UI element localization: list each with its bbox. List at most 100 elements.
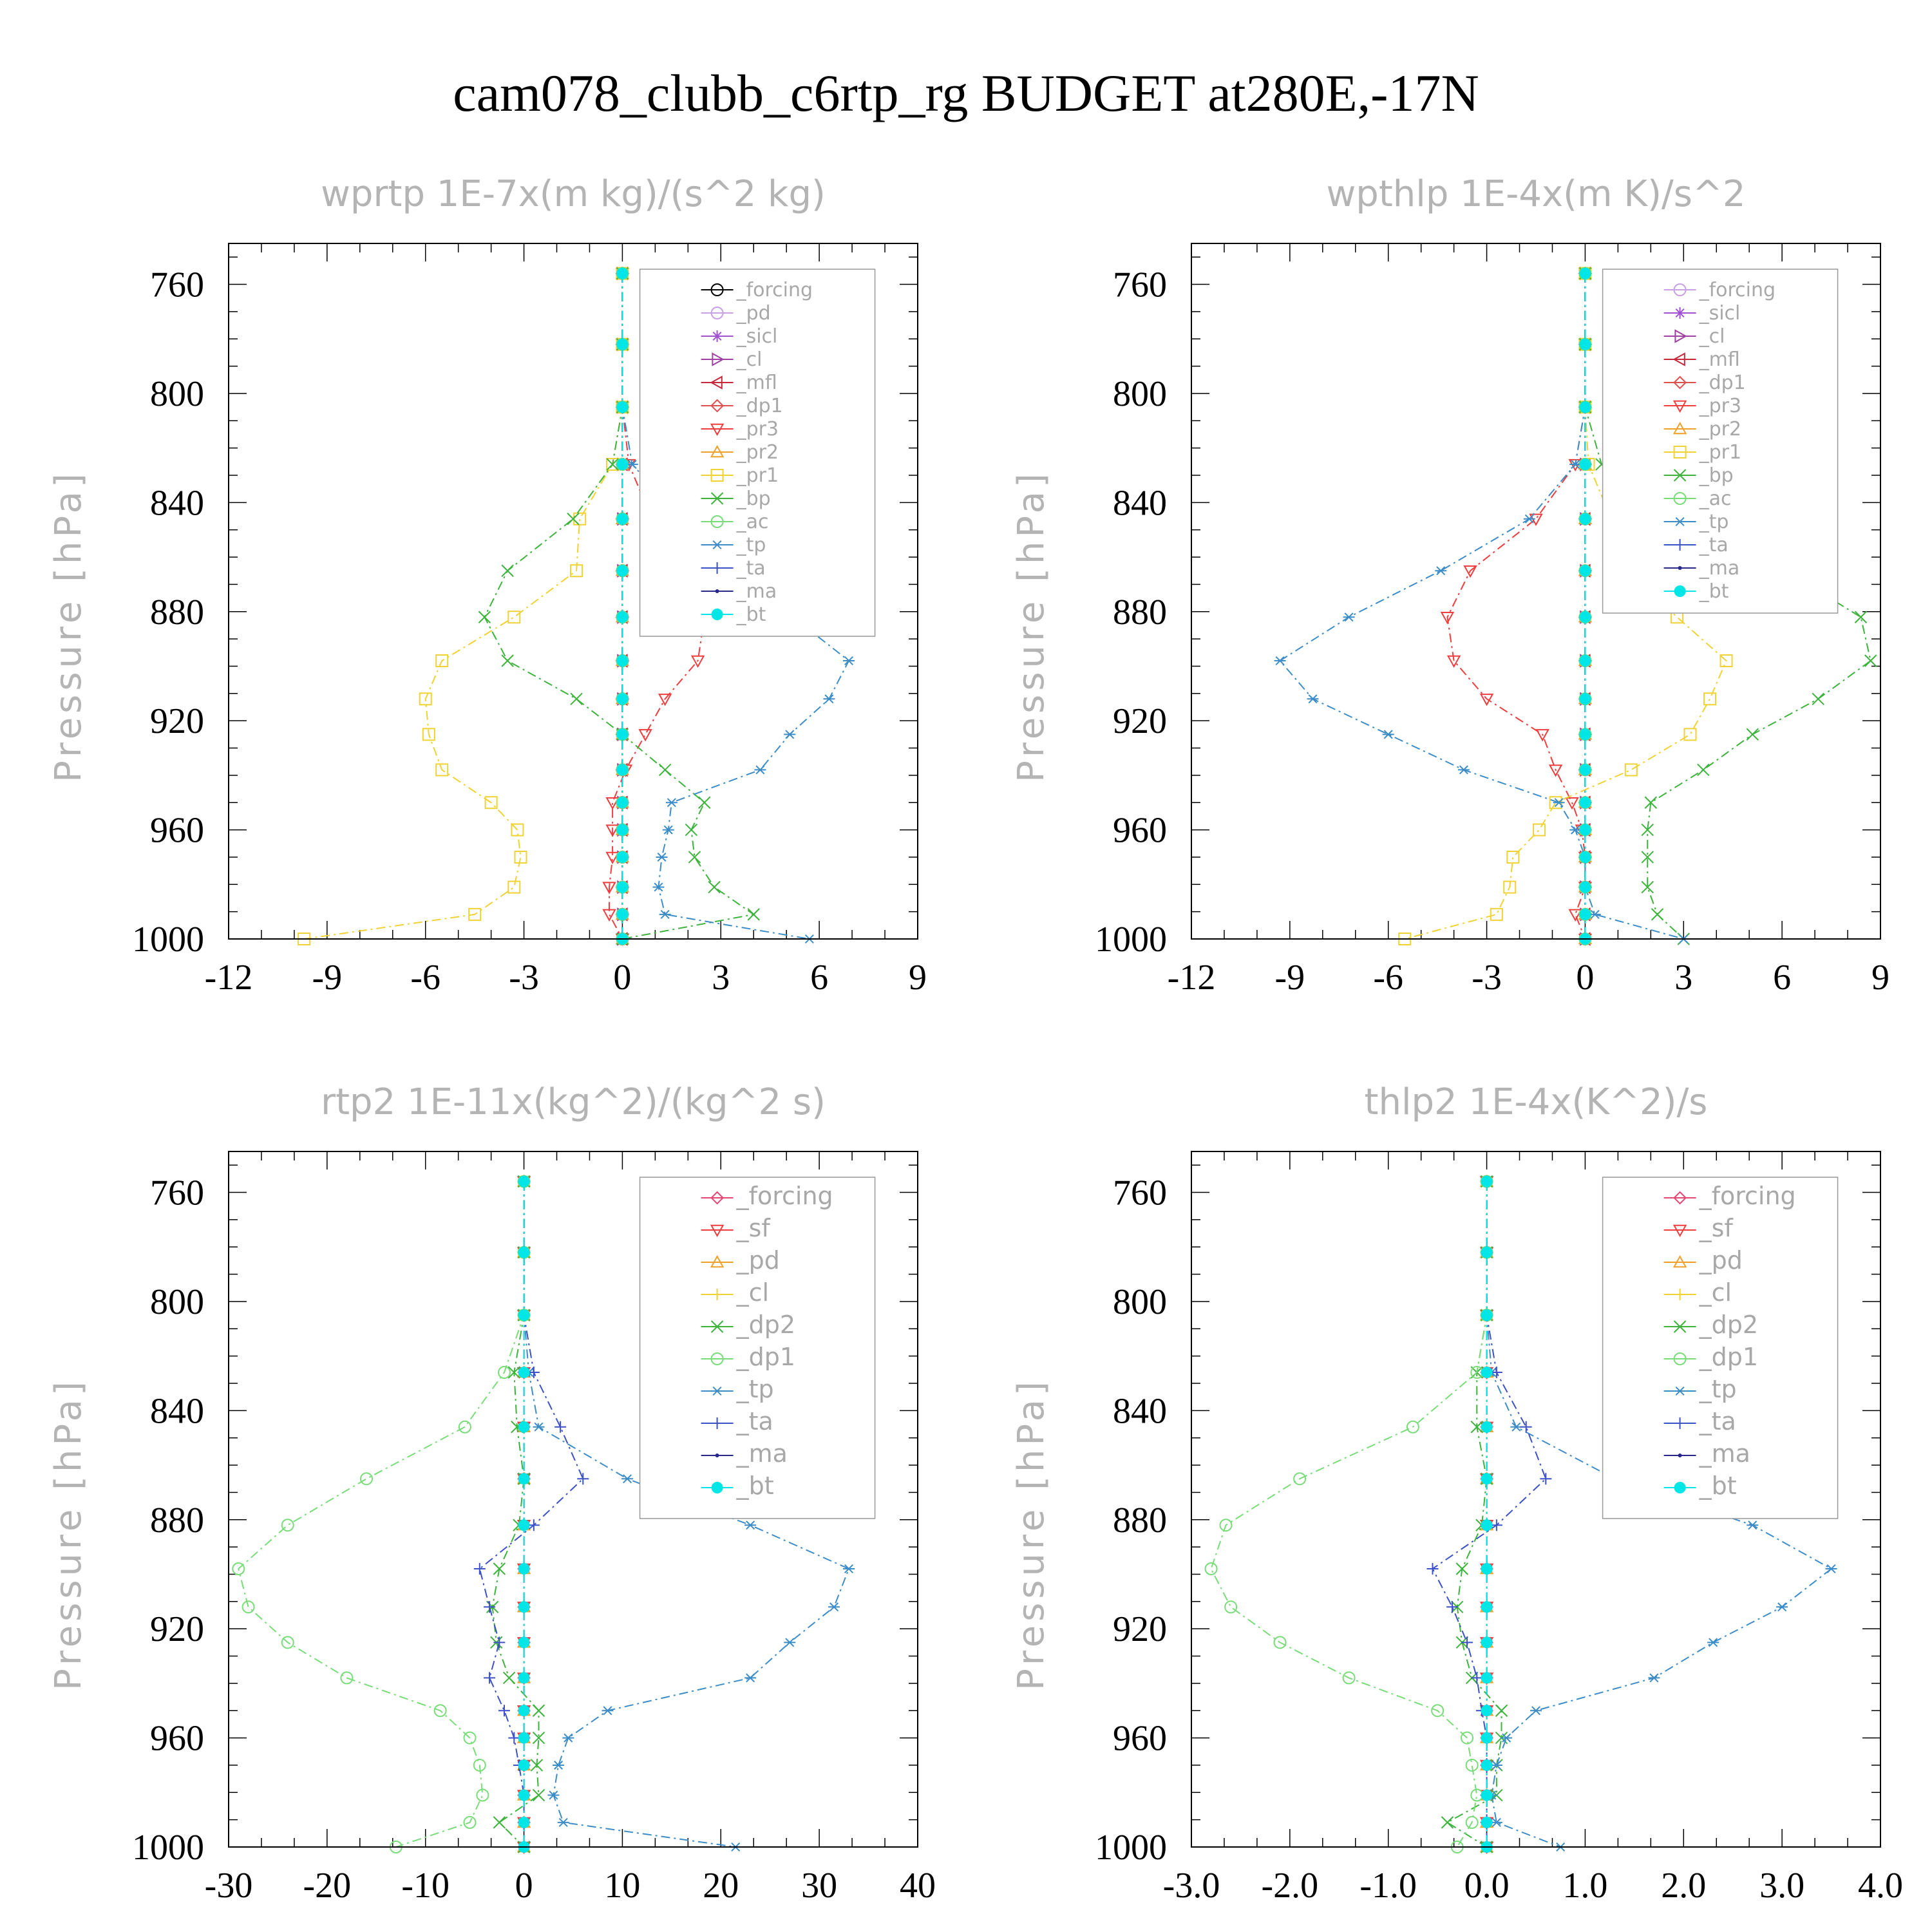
x-tick-label: -1.0 — [1359, 1866, 1417, 1906]
data-point — [1579, 728, 1591, 741]
data-point — [616, 338, 629, 350]
x-tick-label: -3.0 — [1163, 1866, 1220, 1906]
legend-marker — [1674, 1417, 1686, 1429]
data-point — [518, 1759, 530, 1771]
x-tick-label: 0 — [515, 1866, 533, 1906]
data-point — [530, 1759, 544, 1772]
data-point — [1481, 1601, 1493, 1613]
data-point — [659, 909, 671, 919]
x-tick-label: -3 — [1472, 958, 1502, 998]
legend-label: _ma — [736, 580, 777, 603]
legend-marker — [711, 1482, 723, 1493]
data-point — [1644, 796, 1658, 809]
y-tick-label: 920 — [150, 1609, 204, 1649]
data-point — [744, 1520, 757, 1530]
data-point — [242, 1600, 255, 1614]
data-point — [1481, 1816, 1493, 1828]
legend-marker — [710, 1255, 724, 1268]
y-tick-label: 960 — [1113, 1719, 1167, 1759]
panel-2: wpthlp 1E-4x(m K)/s^2 Pressure [hPa] -12 -9… — [1010, 173, 1889, 998]
data-point — [1481, 1367, 1493, 1379]
y-tick-label: 760 — [150, 265, 204, 305]
data-point — [1641, 880, 1654, 894]
data-point — [1651, 908, 1664, 921]
data-point — [1481, 1759, 1493, 1771]
legend: _forcing _sf _pd _cl _dp2 _dp1 _tp _ta _ma _bt — [639, 1177, 876, 1519]
legend-box — [639, 269, 876, 637]
data-point — [1307, 694, 1319, 704]
x-tick-label: 9 — [1871, 958, 1889, 998]
data-point — [1683, 728, 1697, 741]
y-tick-label: 1000 — [1095, 1828, 1167, 1868]
y-tick-label: 1000 — [132, 1828, 204, 1868]
plot-frame — [1191, 1151, 1881, 1848]
legend-label: _ta — [736, 1407, 773, 1435]
data-point — [662, 825, 674, 835]
data-point — [1707, 1638, 1719, 1647]
data-point — [518, 1175, 530, 1188]
legend-label: _tp — [1699, 511, 1729, 533]
legend-marker — [1673, 1352, 1687, 1365]
data-point — [1481, 1563, 1493, 1575]
legend-label: _dp1 — [736, 395, 783, 417]
data-point — [1648, 1673, 1660, 1683]
data-point — [1495, 1704, 1508, 1717]
legend-marker — [710, 375, 723, 390]
data-point — [1719, 654, 1733, 667]
data-point — [784, 1638, 796, 1647]
y-tick-label: 880 — [1113, 1501, 1167, 1540]
data-point — [570, 564, 583, 578]
legend-marker — [1672, 400, 1687, 413]
y-axis-label: Pressure [hPa] — [1010, 469, 1052, 782]
legend: _forcing_sicl_cl_mfl_dp1_pr3_pr2_pr1_bp_… — [1602, 269, 1839, 614]
data-point — [1490, 1817, 1502, 1827]
data-point — [562, 1733, 574, 1743]
x-tick-label: 6 — [1773, 958, 1791, 998]
data-point — [1523, 514, 1535, 524]
data-point — [1540, 1473, 1552, 1485]
data-point — [554, 1421, 567, 1433]
data-point — [1565, 797, 1579, 810]
x-tick-label: 3 — [1674, 958, 1692, 998]
legend-marker — [1674, 516, 1686, 527]
legend-marker — [1674, 307, 1686, 319]
legend-label: _cl — [736, 1278, 769, 1307]
data-point — [1481, 1732, 1493, 1744]
data-point — [1624, 763, 1638, 777]
data-point — [1825, 1564, 1837, 1574]
series-line — [491, 1181, 540, 1848]
legend-label: _ac — [736, 511, 769, 533]
x-tick-label: 0 — [1576, 958, 1594, 998]
x-tick-label: -6 — [1373, 958, 1403, 998]
data-point — [658, 694, 672, 706]
y-tick-label: 840 — [1113, 483, 1167, 523]
x-tick-label: 40 — [900, 1866, 936, 1906]
y-tick-label: 800 — [150, 374, 204, 414]
data-point — [518, 1309, 530, 1321]
legend-box — [1602, 269, 1839, 614]
y-tick-label: 760 — [1113, 265, 1167, 305]
data-point — [533, 1422, 545, 1432]
legend-label: _pr2 — [736, 441, 779, 464]
series-ta — [473, 1175, 589, 1853]
data-point — [422, 728, 435, 741]
data-point — [1440, 612, 1455, 625]
data-point — [616, 851, 629, 863]
data-point — [601, 1706, 614, 1716]
data-point — [690, 655, 705, 668]
data-point — [1382, 730, 1394, 739]
legend-marker — [710, 423, 724, 437]
legend-label: _bt — [1699, 580, 1729, 603]
legend-marker — [710, 1352, 724, 1365]
y-tick-label: 880 — [150, 1501, 204, 1540]
data-point — [518, 1563, 530, 1575]
data-point — [476, 1788, 489, 1802]
data-point — [518, 1246, 530, 1258]
legend-label: _forcing — [736, 1182, 833, 1210]
legend-marker — [711, 1289, 723, 1300]
data-point — [1641, 851, 1654, 864]
data-point — [518, 1732, 530, 1744]
y-axis-label: Pressure [hPa] — [1010, 1378, 1052, 1690]
legend-marker — [711, 609, 723, 620]
legend-label: _forcing — [1699, 1182, 1796, 1210]
